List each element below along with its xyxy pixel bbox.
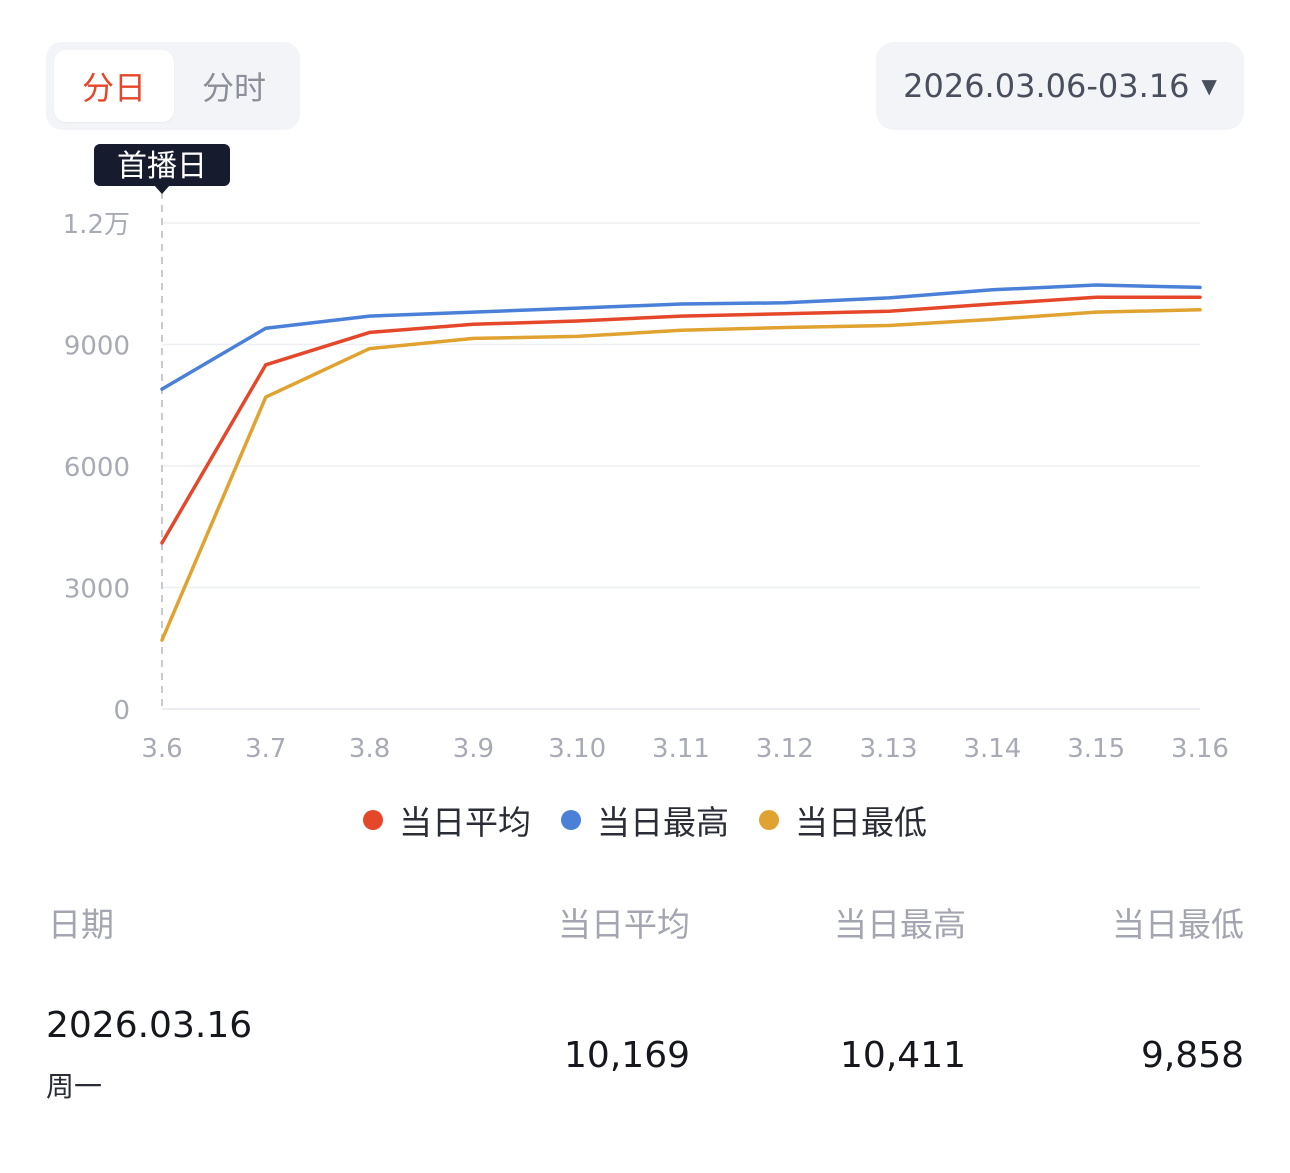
header-max: 当日最高 (834, 905, 966, 944)
y-tick-label: 0 (113, 696, 130, 726)
series-line-avg (160, 295, 1202, 545)
x-tick-label: 3.11 (652, 734, 710, 764)
row-max-value: 10,411 (840, 1035, 966, 1076)
x-tick-label: 3.14 (963, 734, 1021, 764)
row-min-value: 9,858 (1140, 1035, 1244, 1076)
granularity-switch: 分日 分时 (46, 42, 300, 130)
x-tick-label: 3.10 (548, 734, 606, 764)
grid-layer (162, 222, 1200, 710)
legend-dot-avg (363, 810, 383, 830)
x-tick-label: 3.9 (453, 734, 494, 764)
header-avg: 当日平均 (558, 905, 690, 944)
x-axis-ticks: 3.6 3.7 3.8 3.9 3.10 3.11 3.12 3.13 3.14 3.15 3.16 (141, 734, 1229, 764)
x-tick-label: 3.13 (860, 734, 918, 764)
y-axis-ticks: 0 3000 6000 9000 1.2万 (63, 210, 130, 726)
x-tick-label: 3.12 (756, 734, 814, 764)
y-tick-label: 3000 (64, 575, 130, 605)
legend-dot-max (561, 810, 581, 830)
annotation-layer: 首播日 (94, 144, 230, 709)
table-header: 日期 当日平均 当日最高 当日最低 (0, 898, 1290, 948)
y-tick-label: 1.2万 (63, 210, 130, 240)
date-range-dropdown[interactable]: 2026.03.06-03.16 ▼ (876, 42, 1244, 130)
header-date: 日期 (48, 905, 114, 944)
legend-label-max: 当日最高 (597, 803, 729, 842)
table-row: 2026.03.16 周一 10,169 10,411 9,858 (0, 1005, 1290, 1115)
legend-item-avg[interactable]: 当日平均 (363, 796, 531, 844)
x-tick-label: 3.6 (141, 734, 182, 764)
header-min: 当日最低 (1112, 905, 1244, 944)
tab-daily[interactable]: 分日 (54, 50, 174, 122)
row-weekday: 周一 (46, 1070, 103, 1103)
legend-item-max[interactable]: 当日最高 (561, 796, 729, 844)
annotation-label: 首播日 (117, 149, 207, 184)
x-tick-label: 3.16 (1171, 734, 1229, 764)
row-avg-value: 10,169 (564, 1035, 690, 1076)
legend-label-min: 当日最低 (795, 803, 927, 842)
x-tick-label: 3.7 (245, 734, 286, 764)
annotation-pointer (154, 185, 170, 194)
legend-item-min[interactable]: 当日最低 (759, 796, 927, 844)
series-line-min (160, 308, 1202, 642)
y-tick-label: 9000 (64, 332, 130, 362)
chart-legend: 当日平均 当日最高 当日最低 (0, 795, 1290, 845)
date-range-label: 2026.03.06-03.16 (903, 67, 1190, 105)
annotation-badge (94, 144, 230, 186)
tab-hourly[interactable]: 分时 (201, 69, 266, 107)
legend-label-avg: 当日平均 (399, 803, 531, 842)
y-tick-label: 6000 (64, 453, 130, 483)
caret-down-icon: ▼ (1201, 74, 1217, 98)
legend-dot-min (759, 810, 779, 830)
x-tick-label: 3.8 (349, 734, 390, 764)
x-tick-label: 3.15 (1067, 734, 1125, 764)
series-line-max (160, 283, 1202, 391)
series-layer (160, 283, 1202, 642)
row-date: 2026.03.16 (46, 1005, 253, 1046)
